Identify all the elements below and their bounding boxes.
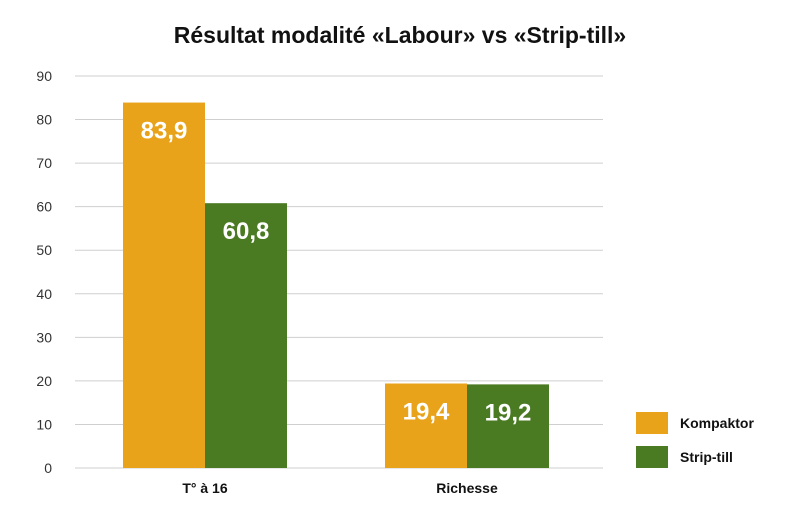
y-axis-ticks: 0 10 20 30 40 50 60 70 80 90 bbox=[36, 68, 52, 476]
legend-label: Kompaktor bbox=[680, 415, 754, 431]
y-tick-label: 20 bbox=[36, 373, 52, 389]
bars bbox=[123, 102, 549, 469]
y-tick-label: 40 bbox=[36, 286, 52, 302]
legend-swatch bbox=[636, 412, 668, 434]
legend-swatch bbox=[636, 446, 668, 468]
x-category-label: T° à 16 bbox=[182, 480, 228, 496]
y-tick-label: 30 bbox=[36, 329, 52, 345]
x-category-label: Richesse bbox=[436, 480, 498, 496]
chart-title: Résultat modalité «Labour» vs «Strip-til… bbox=[174, 22, 626, 48]
data-label: 19,4 bbox=[403, 399, 450, 426]
y-tick-label: 0 bbox=[44, 460, 52, 476]
bar-kompaktor-1 bbox=[385, 383, 467, 468]
x-axis-categories: T° à 16 Richesse bbox=[182, 480, 498, 496]
bar-kompaktor-0 bbox=[123, 102, 205, 469]
bar-strip-till-0 bbox=[205, 203, 287, 468]
data-label: 60,8 bbox=[223, 218, 270, 245]
y-tick-label: 50 bbox=[36, 242, 52, 258]
y-tick-label: 10 bbox=[36, 416, 52, 432]
legend-label: Strip-till bbox=[680, 449, 733, 465]
data-label: 19,2 bbox=[485, 399, 532, 426]
data-labels: 83,9 60,8 19,4 19,2 bbox=[141, 118, 532, 427]
y-tick-label: 90 bbox=[36, 68, 52, 84]
bar-strip-till-1 bbox=[467, 384, 549, 468]
y-tick-label: 70 bbox=[36, 155, 52, 171]
y-tick-label: 60 bbox=[36, 199, 52, 215]
data-label: 83,9 bbox=[141, 118, 188, 145]
y-tick-label: 80 bbox=[36, 112, 52, 128]
legend: Kompaktor Strip-till bbox=[636, 412, 754, 468]
